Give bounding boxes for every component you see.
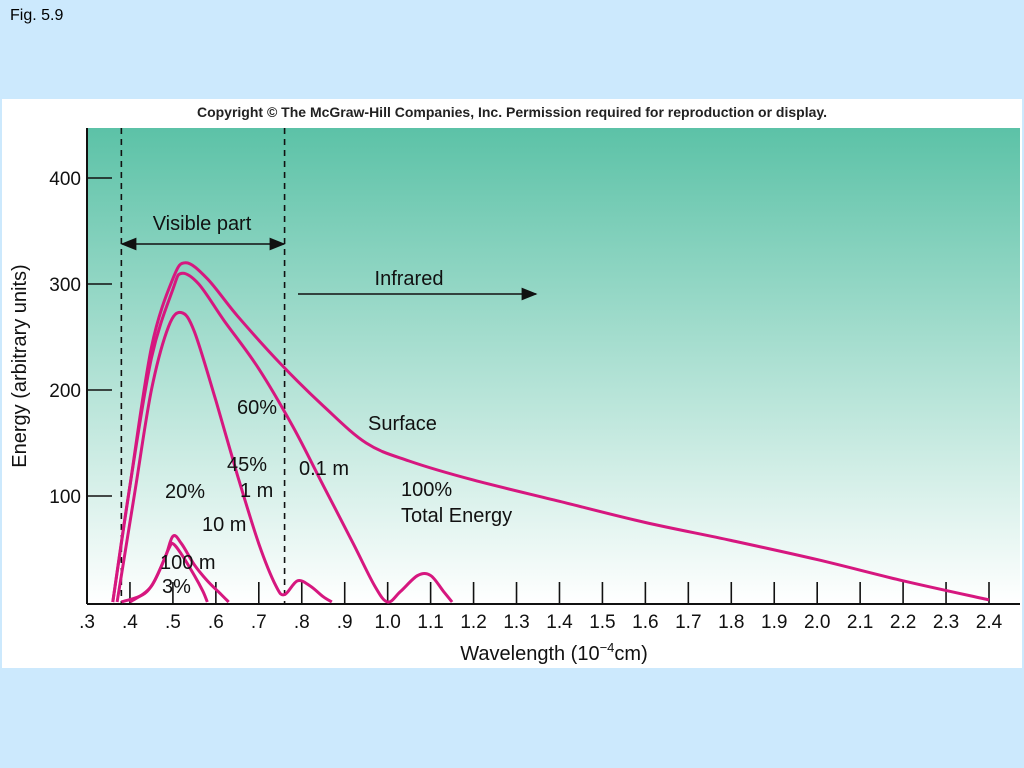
x-tick-label: 2.0 <box>804 612 830 633</box>
curve-1-m <box>115 310 333 604</box>
1m-label: 1 m <box>240 480 273 502</box>
copyright-notice: Copyright © The McGraw-Hill Companies, I… <box>197 104 827 120</box>
x-tick-label: 1.0 <box>374 612 400 633</box>
curve-100-m <box>129 541 209 604</box>
total-energy-label: Total Energy <box>401 505 512 527</box>
x-tick-label: 1.9 <box>761 612 787 633</box>
100m-label: 100 m <box>160 552 216 574</box>
x-tick-label: 2.3 <box>933 612 959 633</box>
x-tick-label: .5 <box>165 612 181 633</box>
y-tick-label: 300 <box>49 275 81 296</box>
x-tick-label: 1.1 <box>417 612 443 633</box>
y-tick-label: 400 <box>49 169 81 190</box>
x-axis-title: Wavelength (10−4cm) <box>460 640 648 665</box>
energy-curves <box>111 261 990 604</box>
x-tick-label: 2.1 <box>847 612 873 633</box>
y-tick-label: 200 <box>49 381 81 402</box>
pct-100-label: 100% <box>401 479 452 501</box>
annotations: Visible part Infrared Surface 60% 45% 1 … <box>120 213 538 598</box>
infrared-label: Infrared <box>375 268 444 290</box>
x-tick-label: .8 <box>294 612 310 633</box>
x-tick-label: 1.6 <box>632 612 658 633</box>
x-tick-label: .9 <box>337 612 353 633</box>
curve-surface <box>111 261 990 603</box>
visible-range-guides <box>120 128 286 604</box>
y-axis-title: Energy (arbitrary units) <box>9 264 31 467</box>
x-tick-label: 1.3 <box>503 612 529 633</box>
0.1m-label: 0.1 m <box>299 458 349 480</box>
surface-label: Surface <box>368 413 437 435</box>
x-tick-label: .3 <box>79 612 95 633</box>
x-tick-label: .6 <box>208 612 224 633</box>
curve-01-m <box>111 271 454 604</box>
x-tick-label: 1.4 <box>546 612 573 633</box>
x-tick-label: 1.5 <box>589 612 615 633</box>
pct-20-label: 20% <box>165 481 205 503</box>
x-tick-label: 2.2 <box>890 612 916 633</box>
pct-3-label: 3% <box>162 576 191 598</box>
x-tick-label: 2.4 <box>976 612 1003 633</box>
x-tick-label: .7 <box>251 612 267 633</box>
x-axis-title-exponent: −4 <box>600 640 615 655</box>
x-tick-label: 1.7 <box>675 612 701 633</box>
visible-part-label: Visible part <box>153 213 252 235</box>
pct-60-label: 60% <box>237 397 277 419</box>
x-tick-label: .4 <box>122 612 138 633</box>
10m-label: 10 m <box>202 514 246 536</box>
y-tick-label: 100 <box>49 487 81 508</box>
x-tick-label: 1.8 <box>718 612 744 633</box>
pct-45-label: 45% <box>227 454 267 476</box>
figure-label: Fig. 5.9 <box>10 7 64 24</box>
x-tick-label: 1.2 <box>460 612 486 633</box>
plot-area <box>87 128 1020 604</box>
